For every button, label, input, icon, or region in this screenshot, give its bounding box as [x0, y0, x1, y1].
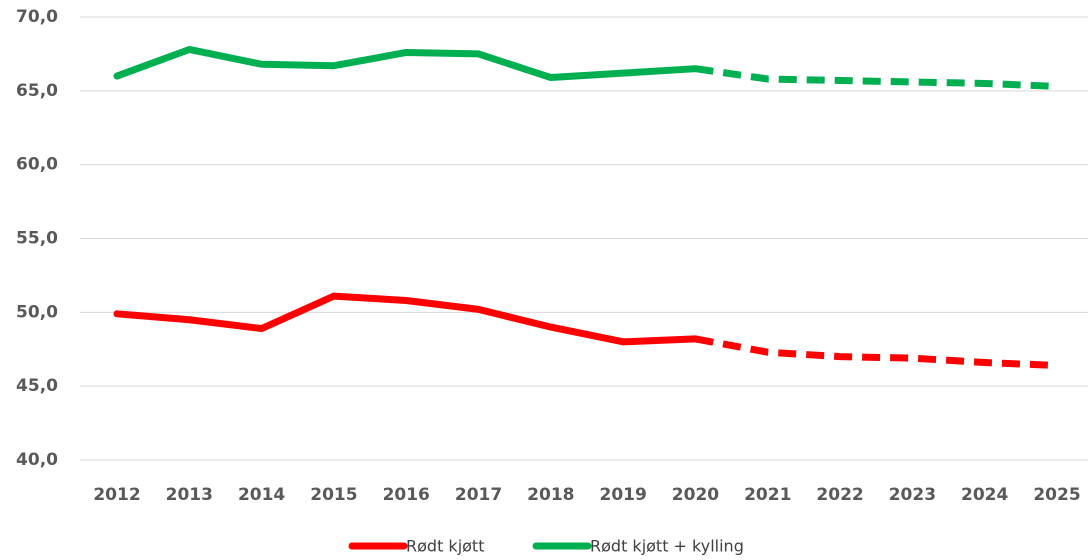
x-tick-label: 2020 — [672, 485, 719, 505]
x-tick-label: 2025 — [1033, 485, 1080, 505]
y-tick-label: 50,0 — [16, 302, 58, 322]
series-line — [694, 65, 1058, 90]
x-tick-label: 2016 — [383, 485, 430, 505]
x-tick-label: 2015 — [310, 485, 357, 505]
y-tick-label: 55,0 — [16, 229, 58, 249]
x-tick-label: 2021 — [744, 485, 791, 505]
legend-label: Rødt kjøtt + kylling — [590, 537, 744, 556]
y-tick-label: 60,0 — [16, 155, 58, 175]
series-line — [694, 335, 1058, 369]
x-tick-label: 2019 — [599, 485, 646, 505]
x-tick-label: 2023 — [889, 485, 936, 505]
series-line — [113, 45, 699, 82]
x-tick-label: 2017 — [455, 485, 502, 505]
x-tick-label: 2013 — [166, 485, 213, 505]
x-tick-label: 2014 — [238, 485, 285, 505]
x-tick-label: 2018 — [527, 485, 574, 505]
y-tick-label: 65,0 — [16, 81, 58, 101]
y-tick-label: 40,0 — [16, 450, 58, 470]
x-tick-label: 2012 — [93, 485, 140, 505]
legend-label: Rødt kjøtt — [406, 537, 484, 556]
y-tick-label: 45,0 — [16, 376, 58, 396]
x-tick-label: 2022 — [816, 485, 863, 505]
x-tick-label: 2024 — [961, 485, 1008, 505]
y-tick-label: 70,0 — [16, 7, 58, 27]
series-line — [113, 292, 699, 346]
